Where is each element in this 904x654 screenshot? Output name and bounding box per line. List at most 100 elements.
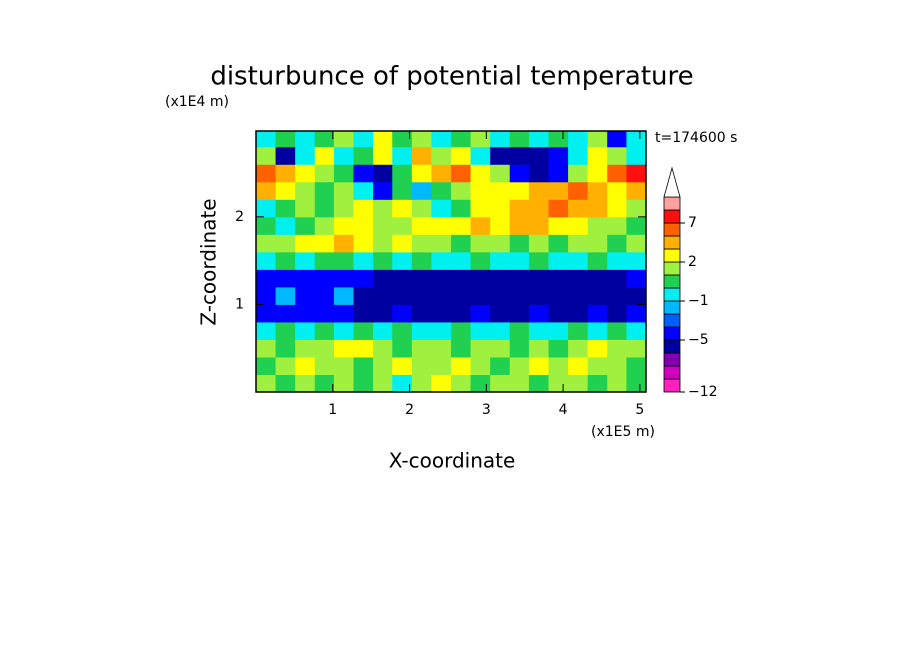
contour-cell bbox=[490, 131, 511, 148]
contour-cell bbox=[411, 269, 432, 288]
contour-cell bbox=[411, 286, 432, 305]
contour-cell bbox=[470, 164, 491, 183]
colorbar-label: 2 bbox=[688, 254, 697, 270]
contour-cell bbox=[392, 321, 413, 340]
contour-cell bbox=[509, 146, 530, 165]
contour-cell bbox=[587, 304, 608, 323]
contour-cell bbox=[256, 269, 277, 288]
y-unit: (x1E4 m) bbox=[165, 94, 229, 110]
contour-cell bbox=[568, 146, 589, 165]
contour-cell bbox=[314, 304, 335, 323]
contour-cell bbox=[626, 146, 647, 165]
contour-cell bbox=[392, 286, 413, 305]
contour-cell bbox=[373, 164, 393, 183]
contour-cell bbox=[411, 339, 432, 358]
y-tick-label: 2 bbox=[235, 209, 244, 225]
colorbar-box bbox=[663, 352, 681, 367]
contour-cell bbox=[275, 216, 296, 235]
colorbar-box bbox=[663, 209, 681, 224]
contour-cell bbox=[548, 234, 569, 253]
contour-cell bbox=[509, 321, 530, 340]
contour-cell bbox=[470, 131, 491, 148]
contour-cell bbox=[373, 321, 393, 340]
contour-cell bbox=[509, 216, 530, 235]
contour-cell bbox=[411, 164, 432, 183]
contour-cell bbox=[548, 164, 569, 183]
contour-cell bbox=[587, 146, 608, 165]
contour-cell bbox=[256, 164, 277, 183]
contour-cell bbox=[528, 199, 549, 218]
contour-cell bbox=[353, 356, 374, 375]
contour-cell bbox=[295, 131, 316, 148]
contour-cell bbox=[373, 234, 393, 253]
contour-cell bbox=[548, 216, 569, 235]
contour-cell bbox=[490, 339, 511, 358]
contour-cell bbox=[528, 304, 549, 323]
colorbar-box bbox=[663, 274, 681, 289]
contour-cell bbox=[451, 356, 472, 375]
contour-cell bbox=[470, 199, 491, 218]
contour-cell bbox=[451, 181, 472, 200]
contour-cell bbox=[607, 131, 627, 148]
contour-cell bbox=[275, 164, 296, 183]
contour-cell bbox=[392, 234, 413, 253]
contour-cell bbox=[626, 131, 647, 148]
contour-cell bbox=[451, 131, 472, 148]
contour-cell bbox=[568, 164, 589, 183]
contour-cell bbox=[626, 286, 647, 305]
contour-cell bbox=[431, 199, 452, 218]
contour-cell bbox=[528, 164, 549, 183]
contour-cell bbox=[295, 286, 316, 305]
contour-cell bbox=[548, 286, 569, 305]
contour-cell bbox=[392, 251, 413, 270]
contour-cell bbox=[509, 234, 530, 253]
contour-cell bbox=[568, 234, 589, 253]
x-tick-label: 1 bbox=[328, 402, 337, 418]
contour-cell bbox=[451, 216, 472, 235]
contour-cell bbox=[528, 131, 549, 148]
contour-cell bbox=[626, 251, 647, 270]
contour-cell bbox=[470, 269, 491, 288]
contour-cell bbox=[373, 269, 393, 288]
contour-cell bbox=[373, 199, 393, 218]
colorbar-box bbox=[663, 365, 681, 380]
contour-cell bbox=[353, 339, 374, 358]
contour-cell bbox=[470, 251, 491, 270]
contour-cell bbox=[353, 216, 374, 235]
contour-cell bbox=[607, 199, 627, 218]
contour-cell bbox=[451, 234, 472, 253]
contour-cell bbox=[314, 146, 335, 165]
contour-cell bbox=[333, 181, 354, 200]
contour-cell bbox=[490, 286, 511, 305]
contour-cell bbox=[626, 199, 647, 218]
contour-cell bbox=[333, 356, 354, 375]
contour-cell bbox=[490, 251, 511, 270]
x-tick-label: 2 bbox=[405, 402, 414, 418]
x-tick-label: 4 bbox=[559, 402, 568, 418]
contour-cell bbox=[314, 216, 335, 235]
contour-cell bbox=[548, 339, 569, 358]
contour-cell bbox=[431, 216, 452, 235]
contour-cell bbox=[587, 356, 608, 375]
contour-cell bbox=[490, 269, 511, 288]
contour-cell bbox=[509, 374, 530, 393]
contour-cell bbox=[295, 234, 316, 253]
contour-cell bbox=[353, 269, 374, 288]
contour-cell bbox=[314, 234, 335, 253]
contour-cell bbox=[587, 234, 608, 253]
contour-cell bbox=[314, 321, 335, 340]
contour-cell bbox=[333, 216, 354, 235]
contour-cell bbox=[373, 216, 393, 235]
contour-cell bbox=[528, 181, 549, 200]
contour-cell bbox=[470, 146, 491, 165]
contour-cell bbox=[353, 374, 374, 393]
contour-cell bbox=[295, 181, 316, 200]
contour-cell bbox=[509, 356, 530, 375]
contour-cell bbox=[607, 286, 627, 305]
contour-cell bbox=[568, 199, 589, 218]
contour-cell bbox=[333, 131, 354, 148]
contour-cell bbox=[256, 146, 277, 165]
contour-cell bbox=[528, 269, 549, 288]
contour-cell bbox=[295, 374, 316, 393]
contour-cell bbox=[392, 356, 413, 375]
